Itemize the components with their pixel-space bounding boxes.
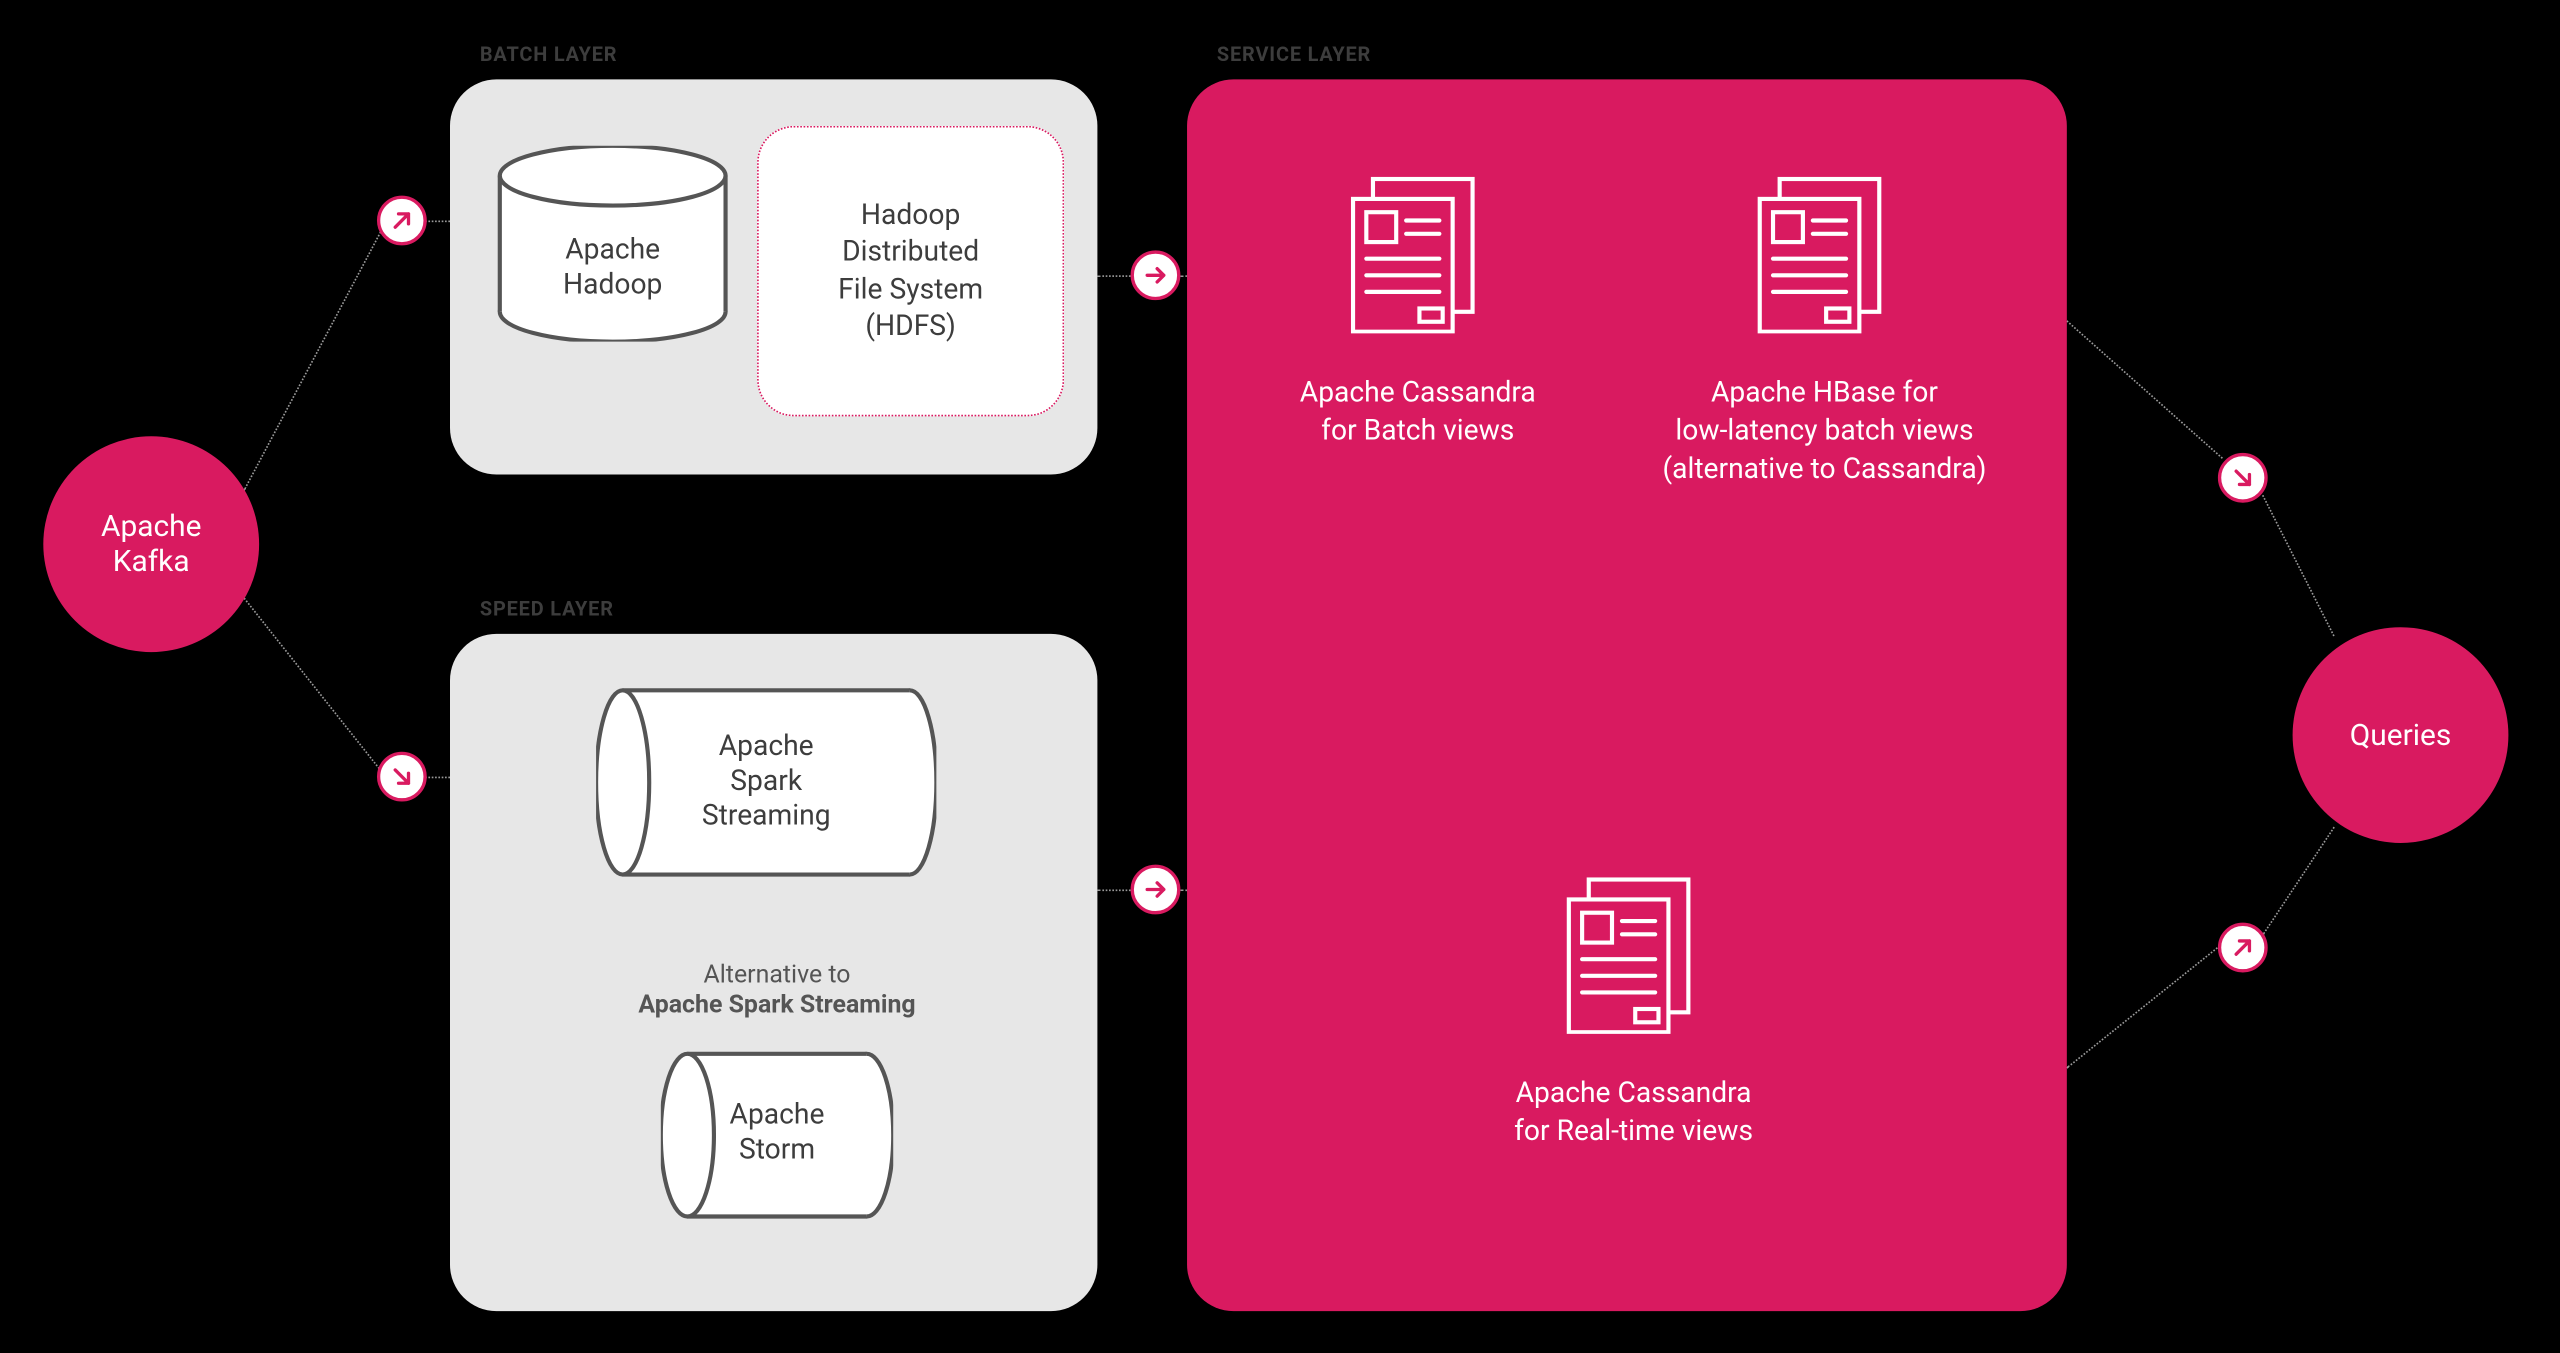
- connector-line: [1180, 275, 1187, 277]
- document-icon: [1562, 876, 1695, 1034]
- connector-line: [425, 220, 450, 222]
- cassandra-rt-label: Apache Cassandra for Real-time views: [1476, 1075, 1791, 1151]
- connector-line: [2066, 320, 2223, 459]
- document-icon: [1346, 175, 1479, 333]
- document-icon: [1753, 175, 1886, 333]
- arrow-icon: [2218, 452, 2268, 502]
- hbase-label: Apache HBase for low-latency batch views…: [1609, 374, 2041, 488]
- spark-label: Apache Spark Streaming: [626, 729, 907, 835]
- connector-line: [2066, 942, 2223, 1068]
- kafka-label-l1: Apache: [101, 509, 201, 544]
- diagram-canvas: Apache Kafka Queries BATCH LAYER Apache …: [2, 13, 2558, 1341]
- storm-label: Apache Storm: [684, 1098, 870, 1169]
- queries-node: Queries: [2293, 627, 2509, 843]
- hadoop-label: Apache Hadoop: [496, 233, 728, 304]
- cassandra-batch-label: Apache Cassandra for Batch views: [1260, 374, 1575, 450]
- arrow-icon: [377, 751, 427, 801]
- kafka-node: Apache Kafka: [43, 436, 259, 652]
- speed-layer-title: SPEED LAYER: [480, 597, 614, 620]
- queries-label: Queries: [2350, 717, 2452, 752]
- arrow-icon: [2218, 922, 2268, 972]
- connector-line: [1097, 889, 1130, 891]
- connector-line: [425, 776, 450, 778]
- arrow-icon: [1131, 250, 1181, 300]
- arrow-icon: [1131, 864, 1181, 914]
- batch-layer-title: BATCH LAYER: [480, 42, 618, 65]
- kafka-label-l2: Kafka: [101, 544, 201, 579]
- connector-line: [1097, 275, 1130, 277]
- connector-line: [2262, 494, 2335, 636]
- hdfs-box: Hadoop Distributed File System (HDFS): [757, 125, 1064, 416]
- alternative-caption: Alternative to Apache Spark Streaming: [586, 959, 968, 1019]
- service-layer-title: SERVICE LAYER: [1217, 42, 1371, 65]
- connector-line: [1180, 889, 1187, 891]
- connector-line: [2262, 826, 2335, 935]
- connector-line: [244, 597, 385, 774]
- arrow-icon: [377, 195, 427, 245]
- connector-line: [243, 225, 384, 490]
